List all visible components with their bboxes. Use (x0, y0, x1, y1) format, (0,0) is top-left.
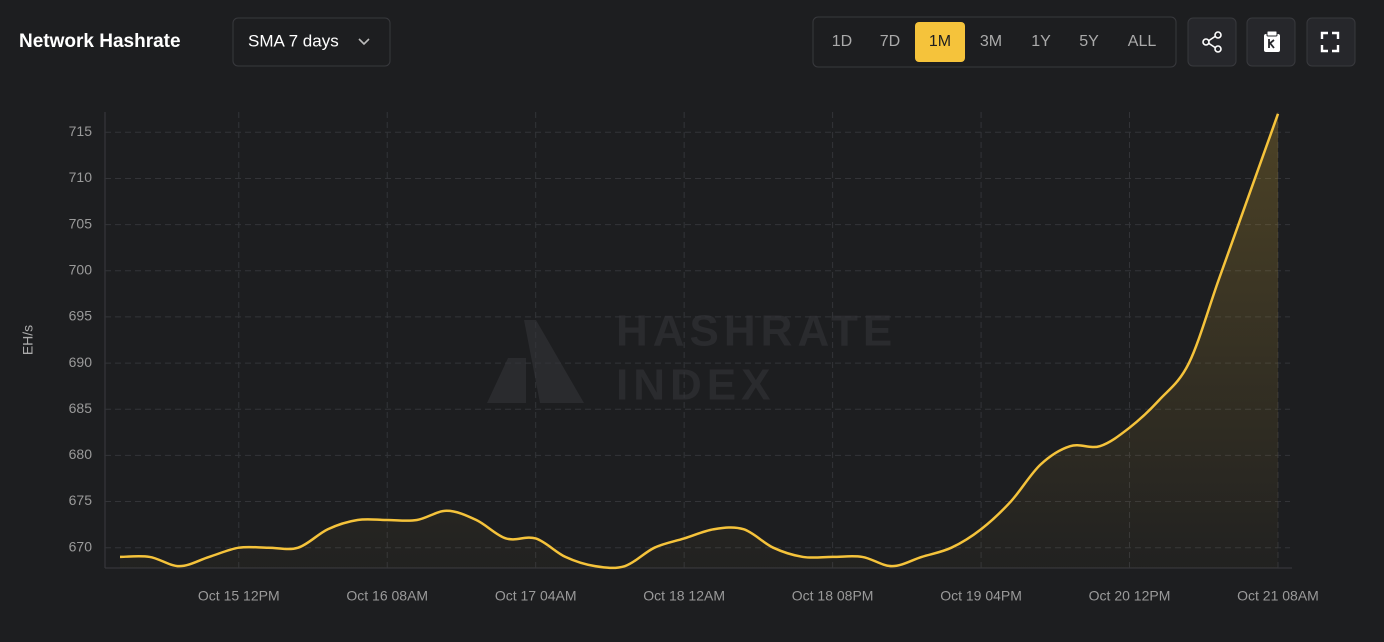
y-tick-label: 695 (69, 308, 93, 324)
x-tick-label: Oct 17 04AM (495, 588, 577, 604)
x-tick-label: Oct 20 12PM (1089, 588, 1171, 604)
x-tick-label: Oct 16 08AM (346, 588, 428, 604)
range-button[interactable]: 5Y (1079, 33, 1099, 50)
button-box[interactable] (1306, 17, 1356, 67)
y-tick-label: 705 (69, 215, 93, 231)
y-axis-label: EH/s (20, 325, 36, 355)
icon (1268, 39, 1275, 49)
range-button[interactable]: ALL (1128, 33, 1157, 50)
range-button[interactable]: 7D (880, 33, 900, 50)
y-tick-label: 685 (69, 400, 93, 416)
page-title: Network Hashrate (19, 31, 181, 52)
button-box[interactable] (1187, 17, 1237, 67)
smoothing-dropdown[interactable]: SMA 7 days (232, 17, 391, 67)
area (120, 113, 1278, 568)
y-tick-label: 675 (69, 492, 93, 508)
chevron (358, 38, 370, 46)
y-tick-label: 710 (69, 169, 93, 185)
range-button[interactable]: 1M (929, 33, 951, 50)
range-group (812, 16, 1177, 68)
dropdown-label[interactable]: SMA 7 days (248, 31, 339, 50)
range-buttons: 1D 7D 1M 3M 1Y 5Y ALL (832, 22, 1157, 62)
y-tick-label: 715 (69, 123, 93, 139)
line (119, 113, 1280, 570)
icon (1214, 31, 1222, 39)
range-button[interactable]: 3M (980, 33, 1002, 50)
watermark-logo (487, 320, 584, 403)
icon (1208, 35, 1216, 49)
range-button[interactable]: 1Y (1031, 33, 1051, 50)
x-tick-label: Oct 15 12PM (198, 588, 280, 604)
share-button[interactable] (1187, 17, 1237, 67)
y-tick-label: 690 (69, 354, 93, 370)
x-tick-label: Oct 19 04PM (940, 588, 1022, 604)
icon (1202, 38, 1210, 46)
icon (1214, 45, 1222, 53)
y-tick-label: 700 (69, 261, 93, 277)
watermark-text: HASHRATE (616, 307, 897, 356)
y-tick-label: 670 (69, 538, 93, 554)
icon (1266, 30, 1278, 37)
watermark: HASHRATE INDEX (487, 307, 897, 410)
x-tick-label: Oct 18 08PM (792, 588, 874, 604)
clipboard-button[interactable] (1246, 17, 1296, 67)
y-tick-label: 680 (69, 446, 93, 462)
x-tick-label: Oct 21 08AM (1237, 588, 1319, 604)
range-button[interactable]: 1D (832, 33, 852, 50)
fullscreen-button[interactable] (1306, 17, 1356, 67)
icon (1264, 34, 1280, 52)
dropdown-box[interactable] (232, 17, 391, 67)
range-active-bg[interactable] (915, 22, 965, 62)
icon (1320, 31, 1340, 53)
x-tick-label: Oct 18 12AM (643, 588, 725, 604)
watermark-text: INDEX (616, 361, 775, 410)
